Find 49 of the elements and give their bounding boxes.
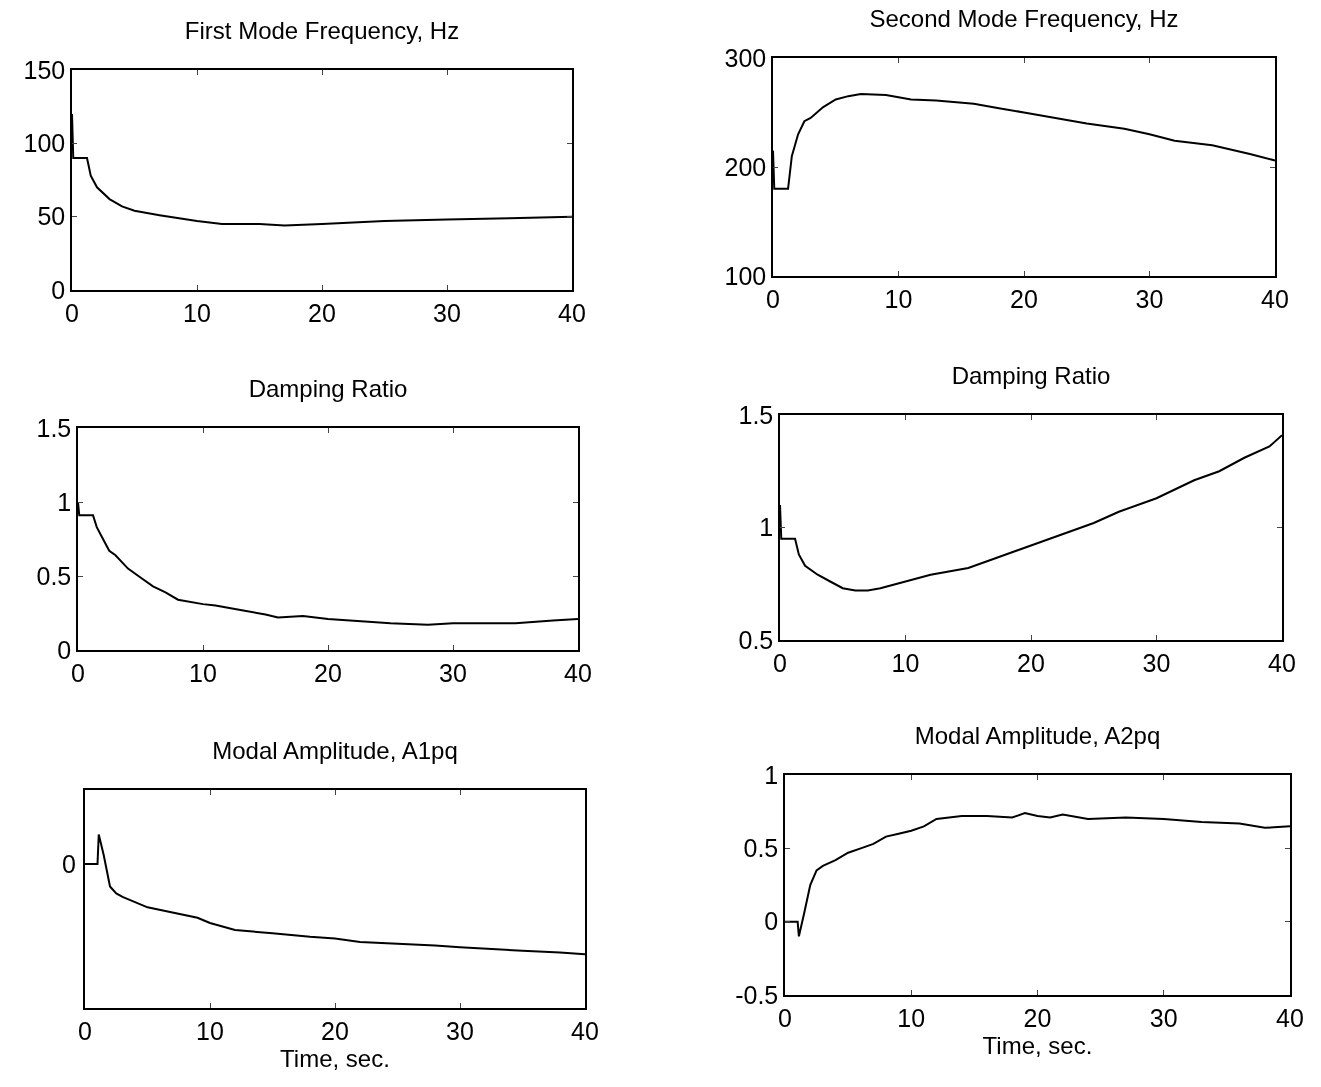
chart-title: Damping Ratio [248,374,408,402]
x-tick-label: 30 [1149,1003,1178,1032]
x-tick-label: 30 [1135,284,1164,313]
y-tick-label: 100 [724,261,767,290]
x-tick-label: 10 [196,1016,224,1045]
y-tick-label: 200 [724,152,767,181]
x-tick-label: 40 [1276,1003,1304,1032]
y-tick-label: 0.5 [743,834,779,863]
x-tick-label: 40 [558,298,586,327]
y-tick-label: 100 [23,129,66,158]
y-tick-label: 1 [764,760,779,789]
x-tick-label: 10 [183,298,211,327]
x-tick-label: 20 [308,298,336,327]
y-tick-label: 1 [57,487,72,516]
chart-title: First Mode Frequency, Hz [184,16,460,44]
y-tick-label: 1.5 [738,400,774,429]
x-tick-label: 20 [1023,1003,1052,1032]
chart-title: Modal Amplitude, A1pq [212,736,458,764]
x-tick-label: 20 [1010,284,1038,313]
x-tick-label: 0 [78,1016,92,1045]
y-tick-label: 1.5 [36,413,72,442]
y-tick-label: 150 [23,55,66,84]
x-tick-label: 10 [884,284,913,313]
x-tick-label: 40 [571,1016,599,1045]
y-tick-label: 50 [37,202,66,231]
chart-title: Damping Ratio [951,361,1111,389]
x-tick-label: 20 [1017,648,1045,677]
x-tick-label: 10 [897,1003,926,1032]
x-tick-label: 30 [433,298,461,327]
x-tick-label: 30 [439,658,467,687]
x-tick-label: 40 [564,658,592,687]
y-tick-label: 0.5 [36,561,72,590]
y-tick-label: 300 [724,43,767,72]
x-tick-label: 20 [314,658,342,687]
x-tick-label: 40 [1261,284,1289,313]
x-tick-label: 30 [446,1016,474,1045]
chart-title: Second Mode Frequency, Hz [869,4,1179,32]
x-tick-label: 10 [891,648,920,677]
x-tick-label: 40 [1268,648,1296,677]
y-tick-label: -0.5 [735,980,779,1009]
x-axis-title: Time, sec. [982,1031,1093,1059]
x-tick-label: 20 [321,1016,349,1045]
x-tick-label: 30 [1142,648,1171,677]
x-tick-label: 10 [189,658,217,687]
chart-title: Modal Amplitude, A2pq [914,721,1161,749]
y-tick-label: 1 [759,513,774,542]
y-tick-label: 0 [764,907,779,936]
y-tick-label: 0.5 [738,625,774,654]
x-axis-title: Time, sec. [280,1044,390,1072]
